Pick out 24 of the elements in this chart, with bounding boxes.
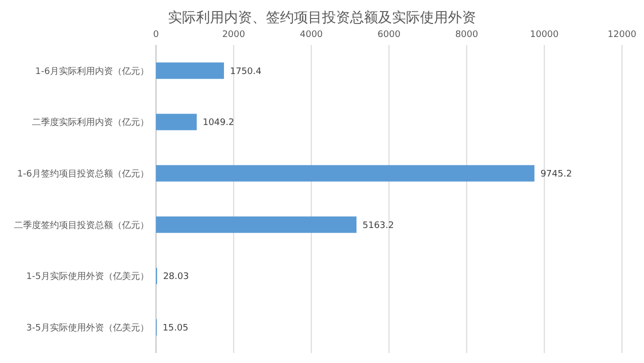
y-tick-label: 3-5月实际使用外资（亿美元）: [26, 322, 149, 334]
chart-title: 实际利用内资、签约项目投资总额及实际使用外资: [168, 10, 476, 26]
x-tick-label: 10000: [530, 30, 559, 40]
data-label: 28.03: [163, 272, 189, 282]
x-tick-label: 4000: [300, 30, 324, 40]
data-label: 15.05: [162, 323, 188, 334]
y-tick-label: 1-6月实际利用内资（亿元）: [35, 66, 149, 77]
data-label: 5163.2: [362, 220, 394, 231]
x-tick-label: 2000: [222, 30, 246, 40]
x-tick-label: 12000: [608, 30, 637, 40]
bar: [156, 114, 197, 130]
y-tick-label: 二季度签约项目投资总额（亿元）: [14, 220, 149, 231]
data-label: 9745.2: [540, 169, 572, 180]
bar: [156, 165, 534, 182]
y-tick-label: 二季度实际利用内资（亿元）: [32, 117, 149, 128]
y-tick-label: 1-6月签约项目投资总额（亿元）: [17, 168, 149, 180]
data-label: 1750.4: [230, 66, 262, 77]
y-tick-label: 1-5月实际使用外资（亿美元）: [26, 271, 149, 282]
x-tick-label: 0: [153, 30, 160, 40]
bar: [156, 62, 224, 79]
bar: [156, 216, 357, 233]
x-tick-label: 8000: [455, 30, 478, 40]
x-tick-label: 6000: [378, 30, 401, 40]
data-label: 1049.2: [202, 118, 234, 128]
